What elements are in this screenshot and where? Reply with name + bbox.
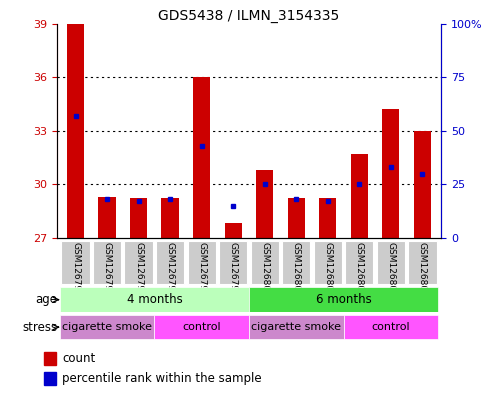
FancyBboxPatch shape: [60, 287, 249, 312]
Bar: [256, 170, 274, 238]
FancyBboxPatch shape: [62, 241, 90, 284]
Text: control: control: [182, 322, 221, 332]
Text: 6 months: 6 months: [316, 293, 371, 306]
FancyBboxPatch shape: [250, 241, 279, 284]
Text: GSM1268004: GSM1268004: [387, 242, 395, 303]
FancyBboxPatch shape: [249, 287, 438, 312]
Bar: [162, 198, 179, 238]
Text: GSM1267997: GSM1267997: [166, 242, 175, 303]
Text: cigarette smoke: cigarette smoke: [251, 322, 341, 332]
Bar: [193, 77, 211, 238]
FancyBboxPatch shape: [377, 241, 405, 284]
Bar: [67, 24, 84, 238]
Text: GSM1268000: GSM1268000: [260, 242, 269, 303]
Text: cigarette smoke: cigarette smoke: [62, 322, 152, 332]
Text: age: age: [35, 293, 57, 306]
Bar: [43, 352, 56, 365]
Text: GSM1267995: GSM1267995: [103, 242, 111, 303]
FancyBboxPatch shape: [124, 241, 153, 284]
Bar: [130, 198, 147, 238]
FancyBboxPatch shape: [314, 241, 342, 284]
Bar: [319, 198, 336, 238]
Text: count: count: [62, 352, 96, 365]
FancyBboxPatch shape: [156, 241, 184, 284]
FancyBboxPatch shape: [345, 241, 374, 284]
Text: GSM1268003: GSM1268003: [355, 242, 364, 303]
Bar: [99, 197, 116, 238]
Text: GSM1267996: GSM1267996: [134, 242, 143, 303]
Text: stress: stress: [22, 321, 57, 334]
FancyBboxPatch shape: [408, 241, 436, 284]
FancyBboxPatch shape: [60, 315, 154, 340]
Bar: [43, 372, 56, 385]
Text: percentile rank within the sample: percentile rank within the sample: [62, 372, 262, 385]
Title: GDS5438 / ILMN_3154335: GDS5438 / ILMN_3154335: [158, 9, 340, 22]
FancyBboxPatch shape: [344, 315, 438, 340]
Text: GSM1268005: GSM1268005: [418, 242, 427, 303]
FancyBboxPatch shape: [187, 241, 216, 284]
Bar: [382, 109, 399, 238]
FancyBboxPatch shape: [93, 241, 121, 284]
Text: control: control: [372, 322, 410, 332]
FancyBboxPatch shape: [219, 241, 247, 284]
FancyBboxPatch shape: [249, 315, 344, 340]
FancyBboxPatch shape: [282, 241, 311, 284]
Text: GSM1267999: GSM1267999: [229, 242, 238, 303]
Bar: [351, 154, 368, 238]
Bar: [287, 198, 305, 238]
Text: GSM1268001: GSM1268001: [292, 242, 301, 303]
FancyBboxPatch shape: [154, 315, 249, 340]
Bar: [414, 130, 431, 238]
Text: GSM1267998: GSM1267998: [197, 242, 206, 303]
Bar: [224, 224, 242, 238]
Text: GSM1267994: GSM1267994: [71, 242, 80, 303]
Text: 4 months: 4 months: [127, 293, 182, 306]
Text: GSM1268002: GSM1268002: [323, 242, 332, 303]
